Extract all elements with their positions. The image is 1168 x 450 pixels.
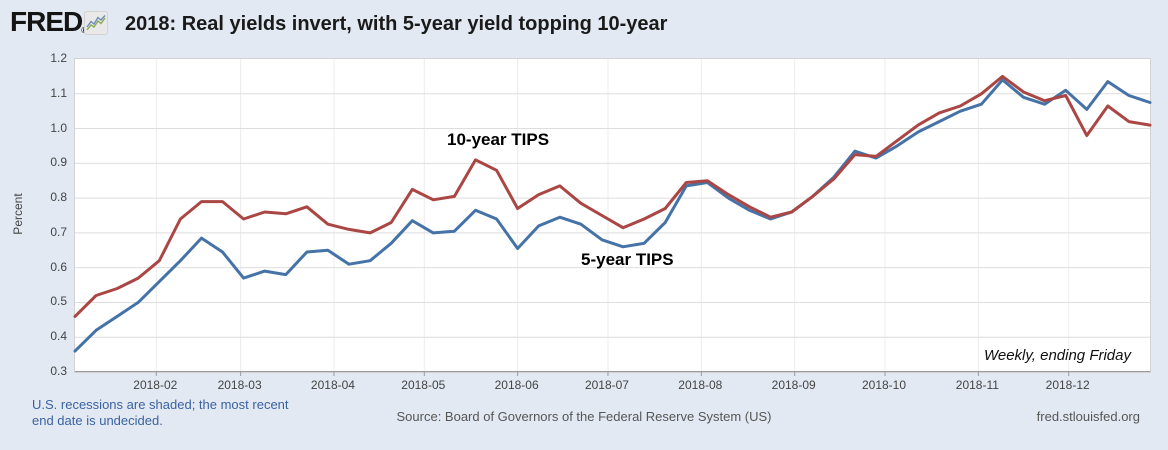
y-tick-label: 0.4 <box>50 329 67 344</box>
fred-logo: FRED® <box>10 8 88 43</box>
y-tick-label: 0.9 <box>50 155 67 170</box>
frequency-note: Weekly, ending Friday <box>983 347 1131 364</box>
series-line-10-year-tips <box>73 74 1152 318</box>
y-tick-label: 1.1 <box>50 85 67 100</box>
fred-site-link[interactable]: fred.stlouisfed.org <box>1036 409 1140 424</box>
x-tick-label: 2018-05 <box>401 378 446 392</box>
x-tick-label: 2018-03 <box>217 378 262 392</box>
series-label-5-year-tips: 5-year TIPS <box>581 250 674 269</box>
x-tick-label: 2018-02 <box>133 378 178 392</box>
page-title: 2018: Real yields invert, with 5-year yi… <box>125 13 668 35</box>
x-tick-label: 2018-06 <box>494 378 539 392</box>
plot-area <box>73 58 1152 376</box>
y-tick-label: 1.0 <box>50 120 67 135</box>
fred-logo-text: FRED <box>10 6 83 37</box>
y-tick-label: 0.3 <box>50 364 67 378</box>
x-tick-label: 2018-10 <box>861 378 907 392</box>
line-chart <box>73 59 1152 376</box>
y-tick-label: 0.8 <box>50 190 67 205</box>
y-tick-label: 0.5 <box>50 294 67 309</box>
y-tick-label: 0.7 <box>50 224 67 239</box>
series-line-5-year-tips <box>73 78 1152 353</box>
recession-note: U.S. recessions are shaded; the most rec… <box>32 397 289 429</box>
y-tick-label: 1.2 <box>50 51 67 65</box>
y-axis-title: Percent <box>11 193 25 235</box>
x-tick-label: 2018-12 <box>1045 378 1090 392</box>
x-tick-label: 2018-11 <box>955 378 999 392</box>
x-tick-label: 2018-09 <box>771 378 816 392</box>
source-attribution: Source: Board of Governors of the Federa… <box>396 409 772 424</box>
y-tick-label: 0.6 <box>50 259 67 274</box>
series-label-10-year-tips: 10-year TIPS <box>447 130 550 149</box>
x-tick-label: 2018-04 <box>310 378 355 392</box>
recession-note-line2: end date is undecided. <box>32 413 163 428</box>
sparkline-icon <box>84 11 108 35</box>
x-tick-label: 2018-07 <box>584 378 629 392</box>
recession-note-line1: U.S. recessions are shaded; the most rec… <box>32 397 289 412</box>
x-tick-label: 2018-08 <box>678 378 723 392</box>
